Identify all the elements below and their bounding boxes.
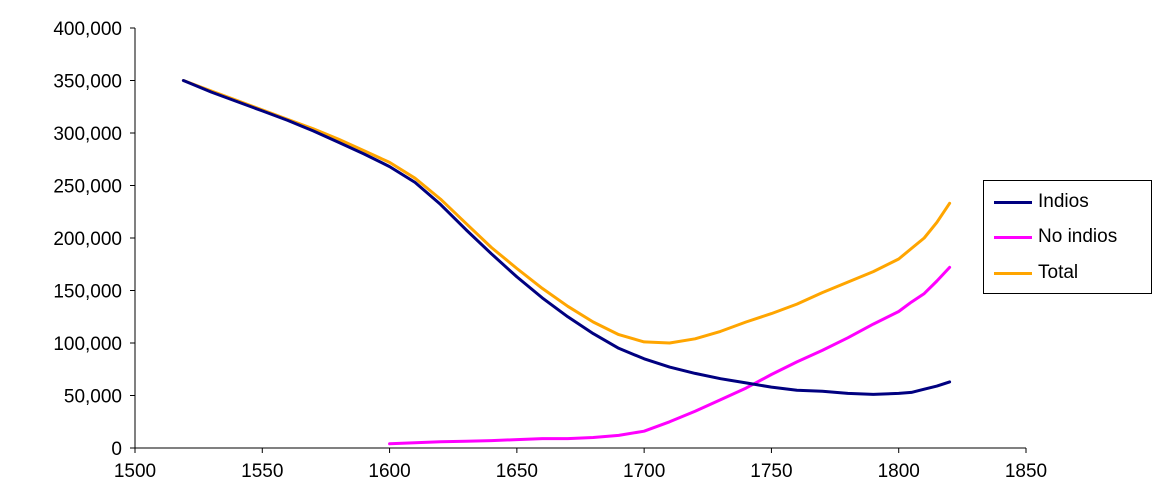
x-tick-label: 1650 xyxy=(496,461,538,482)
x-tick-label: 1600 xyxy=(368,461,410,482)
y-tick-label: 100,000 xyxy=(53,334,122,355)
legend-item-total: Total xyxy=(994,261,1078,285)
y-tick-label: 400,000 xyxy=(53,19,122,40)
legend-swatch-no-indios xyxy=(994,235,1032,239)
x-tick-label: 1700 xyxy=(623,461,665,482)
y-axis-ticks: 0 50,000 100,000 150,000 200,000 250,000 300,0… xyxy=(53,19,135,460)
series-line-indios xyxy=(181,79,952,396)
legend-label-no-indios: No indios xyxy=(1038,226,1118,247)
x-tick-label: 1800 xyxy=(878,461,920,482)
x-tick-label: 1850 xyxy=(1005,461,1047,482)
legend-item-no-indios: No indios xyxy=(994,225,1117,249)
legend-swatch-indios xyxy=(994,200,1032,204)
legend-label-total: Total xyxy=(1038,262,1079,283)
series-line-no-indios xyxy=(388,265,952,446)
y-tick-label: 350,000 xyxy=(53,72,122,93)
x-tick-label: 1500 xyxy=(114,461,156,482)
legend-label-indios: Indios xyxy=(1038,191,1089,212)
x-tick-label: 1750 xyxy=(750,461,792,482)
series-layer xyxy=(181,79,952,446)
axes xyxy=(134,28,1026,449)
x-axis-ticks: 1500 1550 1600 1650 1700 1750 1800 1850 xyxy=(114,448,1047,482)
y-tick-label: 250,000 xyxy=(53,177,122,198)
legend-item-indios: Indios xyxy=(994,190,1089,214)
y-tick-label: 200,000 xyxy=(53,229,122,250)
legend-swatch-total xyxy=(994,271,1032,275)
legend: Indios No indios Total xyxy=(983,180,1152,294)
series-line-total xyxy=(181,79,952,345)
y-tick-label: 50,000 xyxy=(64,387,122,408)
y-tick-label: 300,000 xyxy=(53,124,122,145)
y-tick-label: 0 xyxy=(111,439,122,460)
x-tick-label: 1550 xyxy=(241,461,283,482)
y-tick-label: 150,000 xyxy=(53,282,122,303)
